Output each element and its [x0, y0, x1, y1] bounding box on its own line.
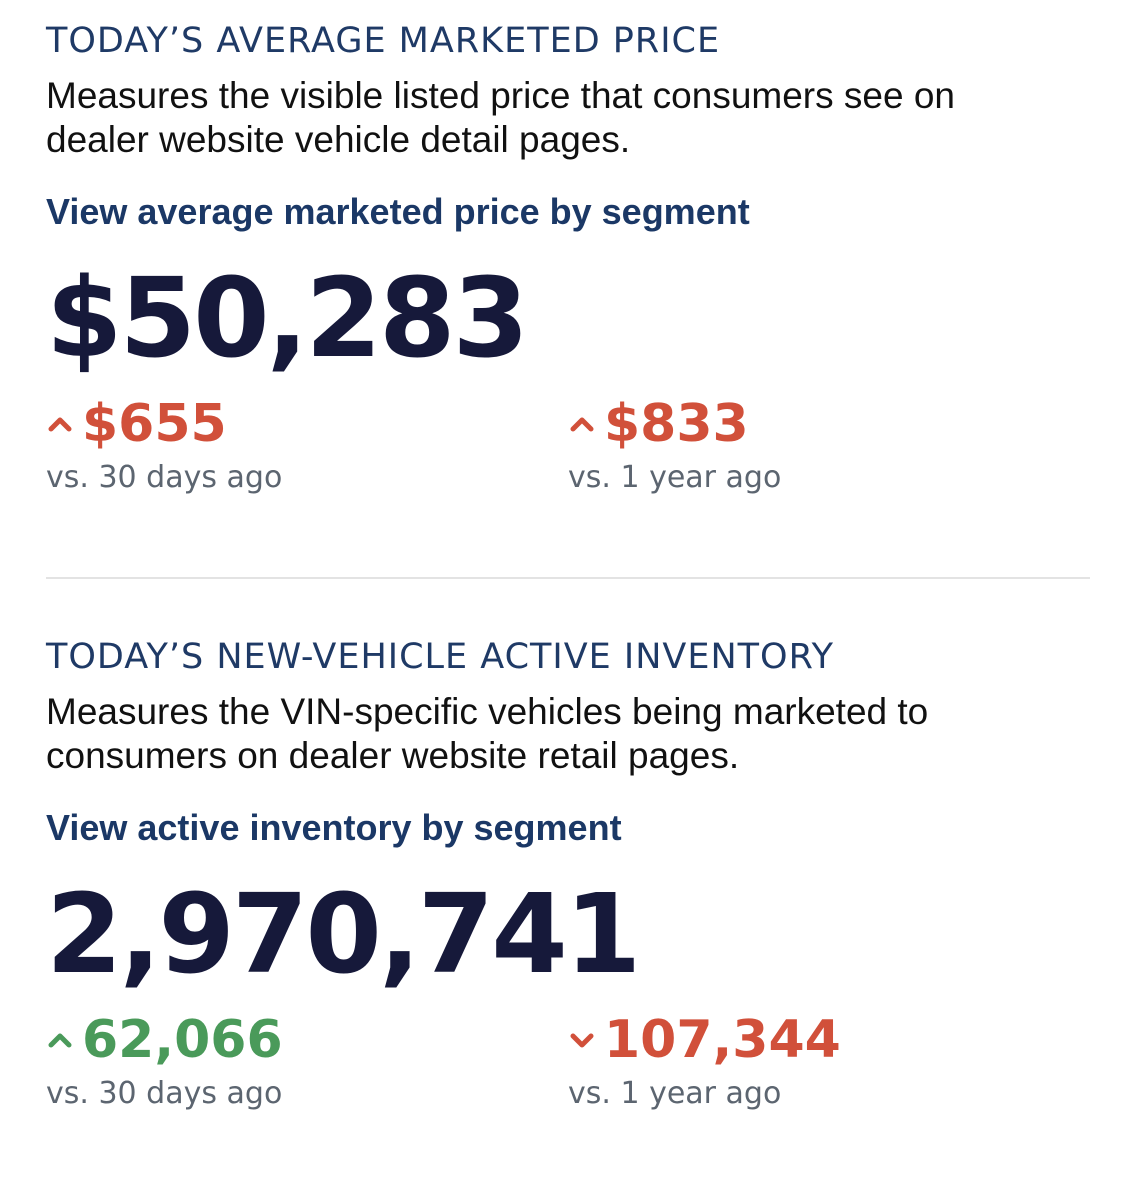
price-change-1y-value: $833 [604, 394, 749, 454]
caret-up-icon [46, 1026, 74, 1054]
price-section: TODAY’S AVERAGE MARKETED PRICE Measures … [46, 20, 1090, 514]
inventory-description: Measures the VIN-specific vehicles being… [46, 691, 929, 776]
price-change-30d-label: vs. 30 days ago [46, 460, 283, 495]
price-stats: $655 vs. 30 days ago $833 vs. 1 year ago [46, 394, 1090, 514]
inventory-stats: 62,066 vs. 30 days ago 107,344 vs. 1 yea… [46, 1010, 1090, 1130]
price-change-1y-value-row: $833 [568, 394, 781, 454]
price-change-30d-value: $655 [82, 394, 227, 454]
price-description: Measures the visible listed price that c… [46, 75, 955, 160]
inventory-change-1y: 107,344 vs. 1 year ago [568, 1010, 841, 1114]
price-value: $50,283 [46, 254, 529, 382]
inventory-change-30d-label: vs. 30 days ago [46, 1076, 283, 1111]
price-change-30d-value-row: $655 [46, 394, 282, 454]
caret-up-icon [46, 410, 74, 438]
price-by-segment-link[interactable]: View average marketed price by segment [46, 191, 750, 232]
inventory-change-1y-label: vs. 1 year ago [568, 1076, 782, 1111]
inventory-heading: TODAY’S NEW-VEHICLE ACTIVE INVENTORY [46, 637, 835, 677]
inventory-by-segment-link[interactable]: View active inventory by segment [46, 807, 622, 848]
inventory-change-30d: 62,066 vs. 30 days ago [46, 1010, 283, 1114]
section-divider [46, 577, 1090, 579]
inventory-change-1y-value: 107,344 [604, 1010, 841, 1070]
inventory-value: 2,970,741 [46, 870, 641, 998]
inventory-change-1y-value-row: 107,344 [568, 1010, 841, 1070]
price-heading: TODAY’S AVERAGE MARKETED PRICE [46, 21, 721, 61]
caret-up-icon [568, 410, 596, 438]
inventory-change-30d-value-row: 62,066 [46, 1010, 283, 1070]
price-change-30d: $655 vs. 30 days ago [46, 394, 282, 498]
price-change-1y: $833 vs. 1 year ago [568, 394, 781, 498]
inventory-section: TODAY’S NEW-VEHICLE ACTIVE INVENTORY Mea… [46, 636, 1090, 1130]
inventory-change-30d-value: 62,066 [82, 1010, 283, 1070]
caret-down-icon [568, 1026, 596, 1054]
price-change-1y-label: vs. 1 year ago [568, 460, 782, 495]
